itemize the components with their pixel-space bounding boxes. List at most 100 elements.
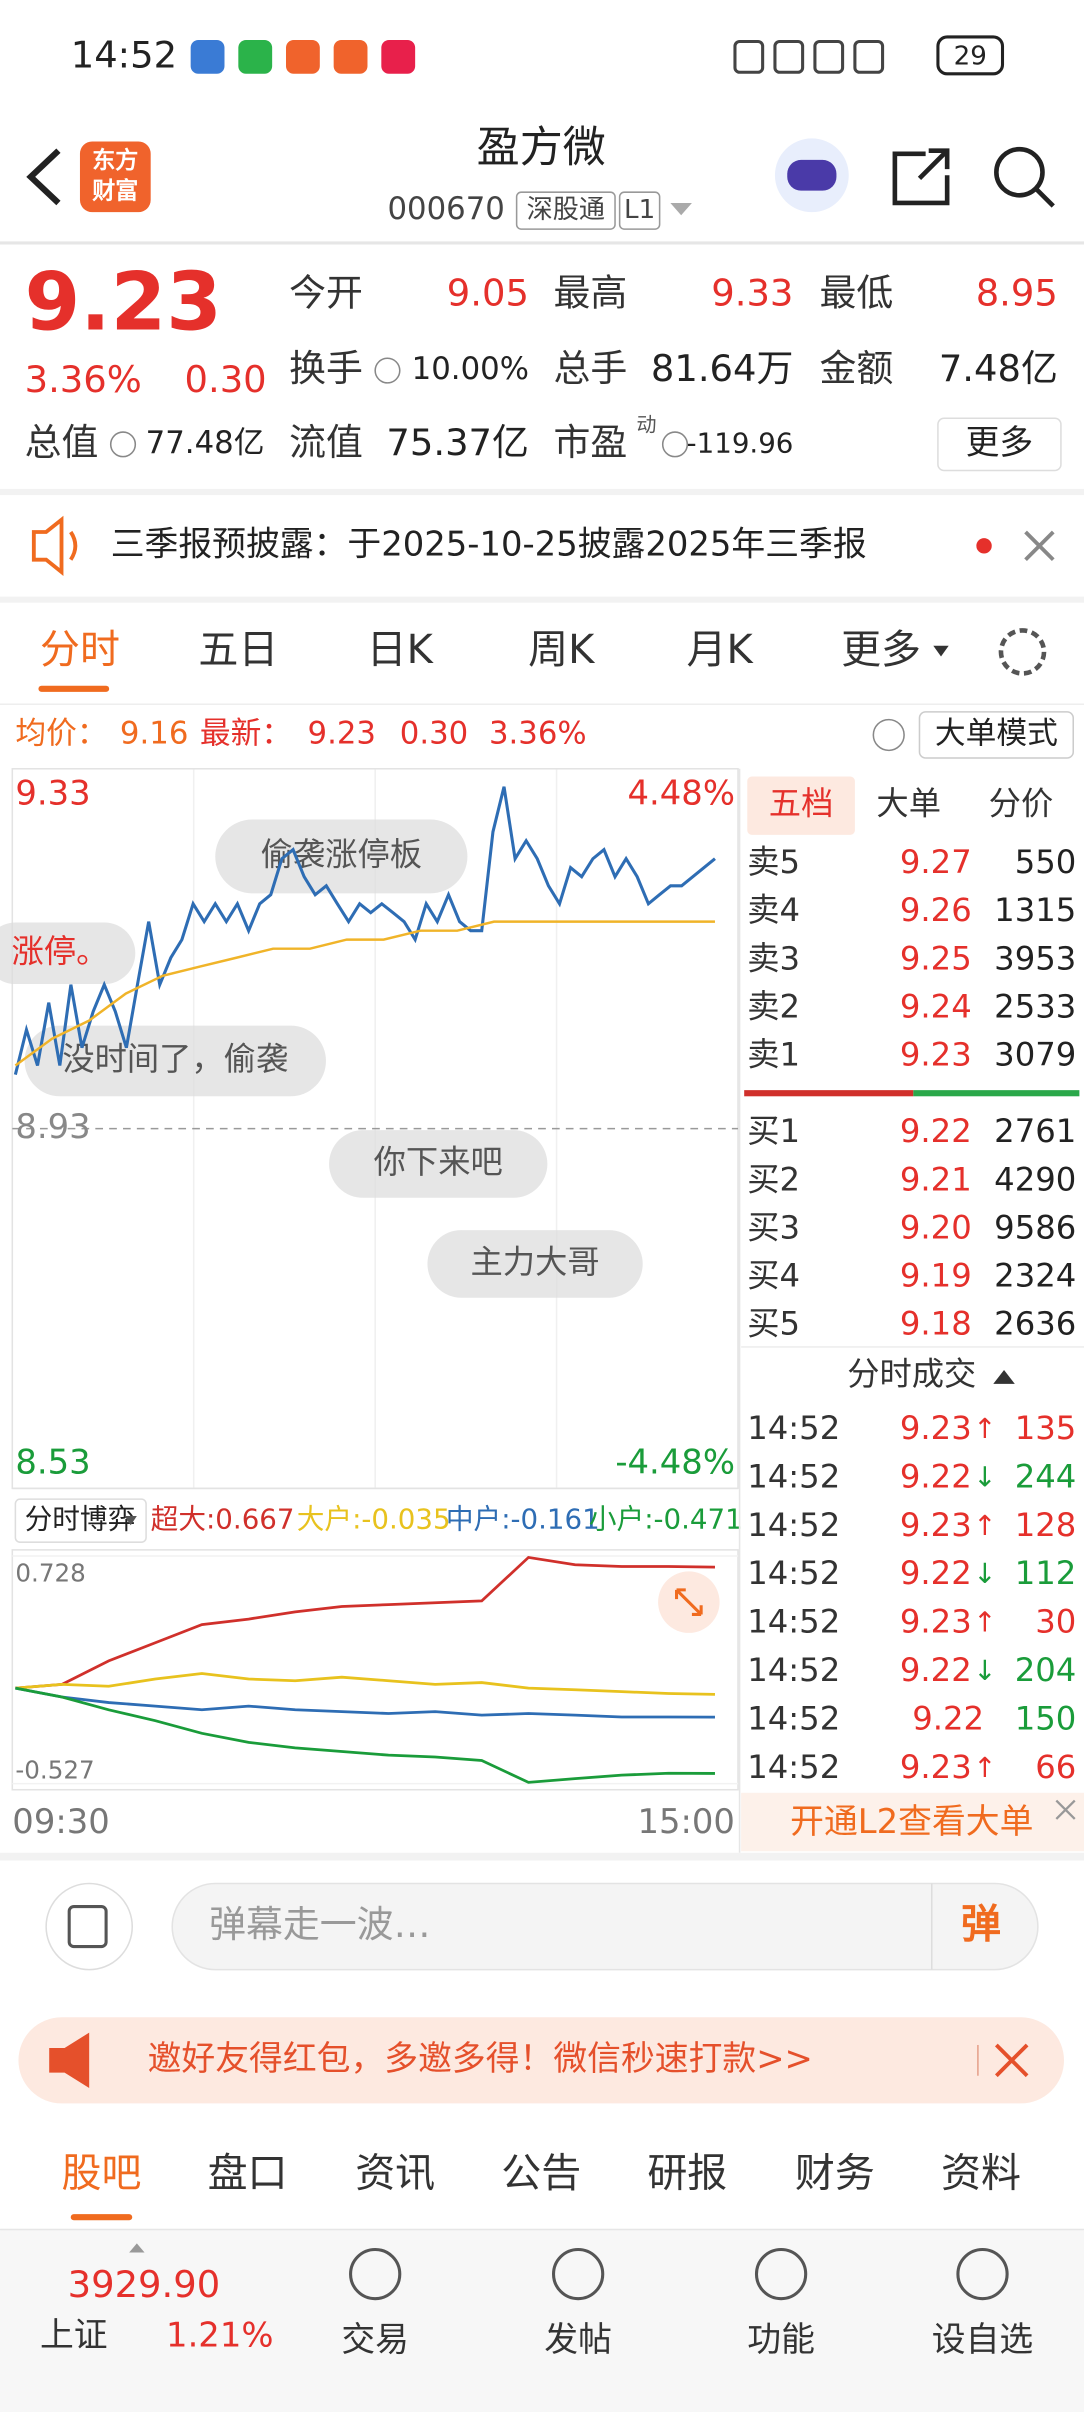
book-price: 9.25 [900,939,972,977]
trade-price: 9.22 [900,1554,972,1592]
speaker-icon [31,515,78,576]
more-button-text[interactable]: 更多 [966,423,1034,462]
gap [0,488,1084,496]
flow-legend: 小户:-0.471 [589,1503,743,1536]
field-value: 9.05 [447,272,529,315]
status-icon [853,39,885,74]
battery [936,35,1005,76]
flow-label[interactable]: 分时博弈 [25,1503,136,1536]
chart-tab[interactable]: 更多 [841,627,921,673]
book-label: 买3 [747,1208,800,1246]
latest-label: 最新： [200,715,292,751]
nav-item[interactable]: 功能 [747,2320,815,2359]
trade-time: 14:52 [747,1554,840,1592]
flow-legend: 中户:-0.161 [446,1503,600,1536]
l2-close[interactable] [1055,1799,1076,1820]
field-label: 总手 [554,347,628,390]
status-icon [285,39,320,74]
change-pct: 3.36% [25,358,142,401]
mode-button-text[interactable]: 大单模式 [935,715,1058,751]
x-end: 15:00 [638,1802,735,1841]
back-button[interactable] [26,148,61,206]
comment-icon[interactable] [45,1882,134,1971]
tag [515,191,616,230]
content-tab[interactable]: 股吧 [62,2151,142,2197]
field-value: -119.96 [687,426,794,459]
search-button[interactable] [994,146,1045,198]
book-split-green [913,1090,1080,1097]
book-tab[interactable]: 五档 [769,785,834,823]
trade-time: 14:52 [747,1409,840,1447]
content-tab[interactable]: 资讯 [355,2151,435,2197]
comment-icon-doc [67,1905,108,1949]
share-button[interactable] [892,148,950,206]
nav-item[interactable]: 交易 [341,2320,409,2359]
chart-tab[interactable]: 月K [686,627,754,673]
content-tab[interactable]: 盘口 [208,2151,288,2197]
notice-close[interactable] [1024,530,1055,562]
flow-selector [14,1498,147,1543]
danmu-button[interactable]: 弹 [961,1902,1001,1948]
flow-line [15,1555,715,1690]
flow-legend: 超大:0.667 [151,1503,295,1536]
chart-tab[interactable]: 五日 [198,627,278,673]
promo-text[interactable]: 邀好友得红包，多邀多得！微信秒速打款>> [148,2039,813,2078]
trades-arrow [993,1369,1015,1384]
chart-tab[interactable]: 周K [528,627,596,673]
trade-volume: 204 [1015,1651,1077,1689]
field-label: 总值 [25,421,99,464]
nav-icon [349,2247,402,2301]
field-label: 金额 [820,347,894,390]
flow-line [15,1686,715,1719]
logo [79,141,151,213]
gap [0,1852,1084,1861]
chart-tab[interactable]: 分时 [40,627,120,673]
nav-item[interactable]: 设自选 [932,2320,1033,2359]
field-label: 今开 [289,272,363,315]
book-price: 9.18 [900,1305,972,1343]
content-tab[interactable]: 财务 [795,2151,875,2197]
flow-line [15,1672,716,1696]
comment-placeholder: 弹幕走一波… [209,1903,430,1946]
nav-icon [754,2247,808,2301]
field-label: 市盈 [554,421,628,464]
book-label: 卖5 [747,843,800,881]
danmu-bubble [0,922,136,985]
trade-volume: 135 [1015,1409,1077,1447]
nav-item[interactable]: 发帖 [544,2320,612,2359]
content-tab[interactable]: 研报 [647,2151,727,2197]
trade-arrow: ↓ [973,1654,996,1687]
trades-title: 分时成交 [847,1355,976,1393]
latest-value: 9.23 [308,715,376,751]
book-tab[interactable]: 大单 [876,785,941,823]
content-tab[interactable]: 资料 [941,2151,1021,2197]
trade-price: 9.23 [900,1603,972,1641]
danmu-text: 你下来吧 [374,1143,503,1181]
promo-close[interactable] [994,2043,1029,2078]
chart-tab[interactable]: 日K [367,627,435,673]
field-value: 10.00% [412,351,529,387]
trade-price: 9.23 [900,1409,972,1447]
trade-volume: 66 [1035,1748,1076,1786]
trade-arrow: ↓ [973,1557,996,1590]
book-tab[interactable]: 分价 [989,785,1054,823]
stock-code: 000670 [387,191,504,227]
book-volume: 2636 [994,1305,1076,1343]
trade-volume: 112 [1015,1554,1077,1592]
danmu-bubble [24,1025,326,1097]
trade-volume: 30 [1035,1603,1076,1641]
change: 0.30 [185,358,267,401]
status-icon [733,39,765,74]
flow-tick-label: 0.728 [15,1558,85,1587]
notice: 三季报预披露：于2025-10-25披露2025年三季报 [111,524,867,563]
trade-price: 9.22 [912,1700,984,1738]
index-pct: 1.21% [166,2316,273,2355]
trade-price: 9.23 [900,1748,972,1786]
settings-button[interactable] [998,628,1047,676]
l2-text[interactable]: 开通L2查看大单 [790,1802,1033,1841]
book-label: 买1 [747,1112,800,1150]
content-tab[interactable]: 公告 [501,2151,581,2197]
promo-banner [18,2017,1065,2104]
last-price: 9.23 [25,255,222,348]
